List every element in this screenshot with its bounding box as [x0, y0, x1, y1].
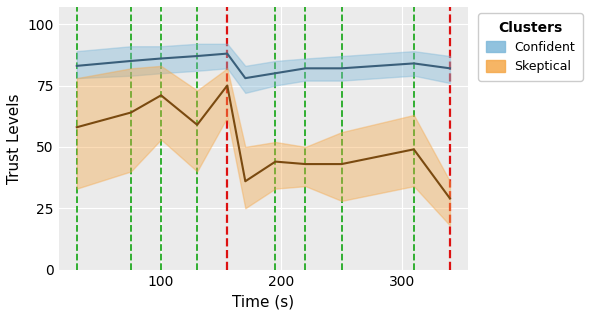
Y-axis label: Trust Levels: Trust Levels: [7, 93, 22, 184]
X-axis label: Time (s): Time (s): [232, 294, 295, 309]
Legend: Confident, Skeptical: Confident, Skeptical: [478, 13, 583, 81]
